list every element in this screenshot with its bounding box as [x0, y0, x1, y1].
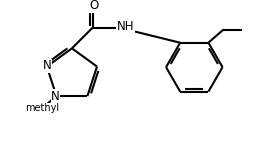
- Text: N: N: [51, 90, 60, 102]
- Text: NH: NH: [117, 20, 134, 33]
- Text: O: O: [89, 0, 98, 12]
- Text: N: N: [42, 59, 51, 72]
- Text: methyl: methyl: [25, 103, 59, 113]
